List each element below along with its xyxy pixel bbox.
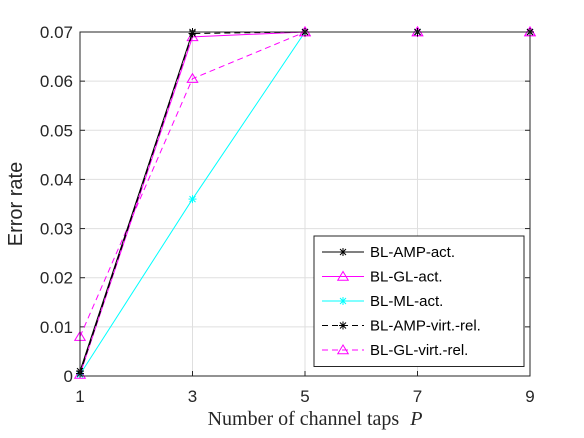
x-tick-label: 1 <box>75 387 84 406</box>
legend-label: BL-AMP-act. <box>370 244 455 261</box>
legend-marker <box>336 344 350 355</box>
legend-label: BL-ML-act. <box>370 293 443 310</box>
legend-label: BL-GL-virt.-rel. <box>370 342 468 359</box>
legend-item: BL-AMP-act. <box>322 244 455 261</box>
legend-label: BL-GL-act. <box>370 269 443 286</box>
x-axis-label-variable: P <box>409 408 422 430</box>
x-tick-label: 3 <box>188 387 197 406</box>
legend-label: BL-AMP-virt.-rel. <box>370 318 481 335</box>
x-tick-label: 7 <box>413 387 422 406</box>
x-tick-label: 5 <box>300 387 309 406</box>
legend-marker <box>336 270 350 281</box>
x-tick-label: 9 <box>525 387 534 406</box>
legend-marker <box>339 321 347 330</box>
y-axis-label: Error rate <box>5 162 27 246</box>
y-tick-label: 0.01 <box>40 318 73 337</box>
y-tick-label: 0.02 <box>40 269 73 288</box>
x-axis-label-text: Number of channel taps <box>208 408 400 430</box>
asterisk-marker <box>188 195 197 204</box>
y-tick-label: 0.03 <box>40 220 73 239</box>
y-tick-label: 0 <box>64 367 73 386</box>
triangle-marker <box>186 72 199 83</box>
legend-item: BL-GL-act. <box>322 269 443 286</box>
y-tick-label: 0.05 <box>40 121 73 140</box>
y-tick-label: 0.07 <box>40 23 73 42</box>
y-tick-label: 0.04 <box>40 170 73 189</box>
legend-item: BL-GL-virt.-rel. <box>322 342 468 359</box>
x-axis-label: Number of channel taps P <box>208 408 423 430</box>
legend-marker <box>339 248 347 256</box>
legend-item: BL-AMP-virt.-rel. <box>322 318 481 335</box>
legend-item: BL-ML-act. <box>322 293 443 310</box>
plot-frame <box>79 31 531 377</box>
legend-marker <box>339 297 347 305</box>
tick-labels: 1 3 5 7 9 0 0.01 0.02 0.03 0.04 0.05 0.06 0.07 <box>40 23 535 406</box>
legend: BL-AMP-act. BL-GL-act. BL-ML-act. BL-AMP-vi… <box>313 235 525 367</box>
y-tick-label: 0.06 <box>40 72 73 91</box>
